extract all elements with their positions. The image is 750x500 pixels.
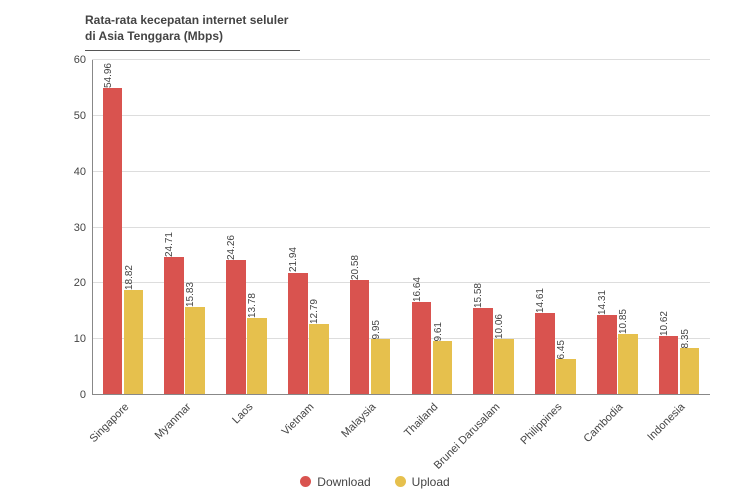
y-tick: 50: [74, 110, 86, 122]
x-tick-label: Philippines: [518, 401, 564, 447]
bar-value-label: 10.85: [618, 306, 638, 334]
bar-group: 20.589.95: [339, 60, 401, 395]
legend: Download Upload: [0, 475, 750, 491]
chart: 0102030405060 54.9618.8224.7115.8324.261…: [50, 60, 710, 395]
bar: 15.83: [185, 307, 205, 395]
legend-label: Upload: [412, 475, 450, 489]
bar-value-label: 14.31: [597, 287, 617, 315]
x-tick-label: Vietnam: [280, 401, 317, 438]
bar: 10.62: [659, 336, 679, 395]
bar-value-label: 54.96: [103, 60, 123, 88]
bar: 24.71: [164, 257, 184, 395]
x-tick-label: Laos: [230, 401, 255, 426]
legend-swatch: [300, 476, 311, 487]
y-tick: 20: [74, 277, 86, 289]
bar-value-label: 14.61: [535, 285, 555, 313]
legend-item: Upload: [395, 475, 450, 489]
bar: 18.82: [124, 290, 144, 395]
bar-group: 15.5810.06: [463, 60, 525, 395]
y-axis: 0102030405060: [50, 60, 90, 395]
bars-container: 54.9618.8224.7115.8324.2613.7821.9412.79…: [92, 60, 710, 395]
bar-value-label: 16.64: [412, 274, 432, 302]
bar-group: 16.649.61: [401, 60, 463, 395]
bar-value-label: 15.58: [473, 280, 493, 308]
y-tick: 30: [74, 222, 86, 234]
bar: 6.45: [556, 359, 576, 395]
x-tick-label: Indonesia: [645, 401, 687, 443]
bar: 14.31: [597, 315, 617, 395]
x-tick-label: Cambodia: [582, 401, 626, 445]
bar-group: 14.3110.85: [586, 60, 648, 395]
legend-swatch: [395, 476, 406, 487]
bar-value-label: 9.61: [433, 319, 453, 341]
x-tick-label: Brunei Darusalam: [431, 401, 502, 472]
x-tick-label: Singapore: [87, 401, 131, 445]
bar-value-label: 10.06: [494, 311, 514, 339]
bar: 12.79: [309, 324, 329, 395]
bar-group: 21.9412.79: [277, 60, 339, 395]
bar-value-label: 6.45: [556, 337, 576, 359]
bar: 54.96: [103, 88, 123, 395]
bar: 14.61: [535, 313, 555, 395]
bar-group: 54.9618.82: [92, 60, 154, 395]
bar-value-label: 10.62: [659, 308, 679, 336]
bar-value-label: 24.26: [226, 232, 246, 260]
bar-value-label: 13.78: [247, 290, 267, 318]
x-tick-label: Thailand: [402, 401, 440, 439]
bar-value-label: 21.94: [288, 244, 308, 272]
x-tick-label: Malaysia: [339, 401, 378, 440]
bar-value-label: 24.71: [164, 229, 184, 257]
x-tick-label: Myanmar: [152, 401, 193, 442]
bar: 10.06: [494, 339, 514, 395]
bar: 9.95: [371, 339, 391, 395]
bar-group: 14.616.45: [525, 60, 587, 395]
bar-value-label: 15.83: [185, 279, 205, 307]
legend-label: Download: [317, 475, 370, 489]
bar: 16.64: [412, 302, 432, 395]
bar: 15.58: [473, 308, 493, 395]
bar: 8.35: [680, 348, 700, 395]
bar: 13.78: [247, 318, 267, 395]
legend-item: Download: [300, 475, 370, 489]
plot-area: 54.9618.8224.7115.8324.2613.7821.9412.79…: [92, 60, 710, 395]
bar: 10.85: [618, 334, 638, 395]
y-tick: 40: [74, 166, 86, 178]
bar-value-label: 12.79: [309, 296, 329, 324]
chart-title: Rata-rata kecepatan internet seluler di …: [85, 12, 300, 51]
bar-group: 10.628.35: [648, 60, 710, 395]
title-line-1: Rata-rata kecepatan internet seluler: [85, 12, 300, 28]
bar: 9.61: [433, 341, 453, 395]
bar-value-label: 8.35: [680, 326, 700, 348]
y-tick: 10: [74, 333, 86, 345]
x-axis-labels: SingaporeMyanmarLaosVietnamMalaysiaThail…: [92, 395, 710, 465]
y-tick: 60: [74, 54, 86, 66]
bar-value-label: 9.95: [371, 317, 391, 339]
y-tick: 0: [80, 389, 86, 401]
bar-value-label: 20.58: [350, 252, 370, 280]
bar-value-label: 18.82: [124, 262, 144, 290]
bar: 24.26: [226, 260, 246, 395]
bar: 21.94: [288, 273, 308, 395]
title-line-2: di Asia Tenggara (Mbps): [85, 28, 300, 44]
bar: 20.58: [350, 280, 370, 395]
bar-group: 24.2613.78: [216, 60, 278, 395]
bar-group: 24.7115.83: [154, 60, 216, 395]
